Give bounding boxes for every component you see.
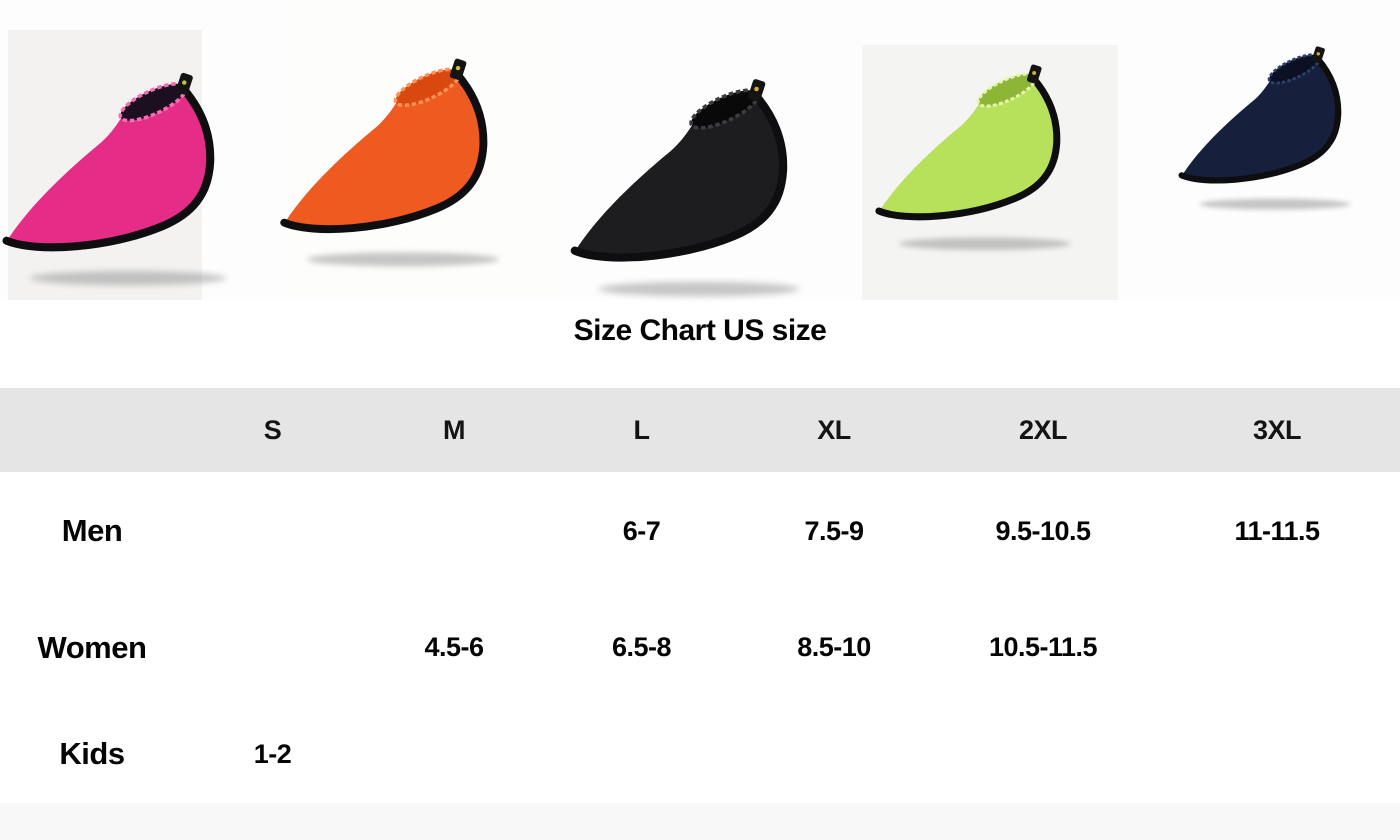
size-cell: 6.5-8 [611, 632, 672, 662]
product-photo-green [840, 0, 1120, 300]
size-cell: 7.5-9 [804, 515, 864, 546]
size-row-men: Men 6-7 7.5-9 9.5-10.5 11-11.5 [0, 472, 1400, 590]
size-chart-header-row: S M L XL 2XL 3XL [0, 388, 1400, 472]
column-header-3xl: 3XL [1252, 414, 1302, 445]
water-shoe-black-image [570, 79, 800, 297]
size-chart-title-band: Size Chart US size [0, 300, 1400, 388]
row-label-women: Women [37, 629, 147, 665]
size-cell: 4.5-6 [424, 632, 484, 662]
size-row-women: Women 4.5-6 6.5-8 8.5-10 10.5-11.5 [0, 590, 1400, 705]
size-cell: 10.5-11.5 [988, 632, 1098, 662]
product-photo-navy [1120, 0, 1400, 300]
product-photo-pink [0, 0, 280, 300]
row-label-kids: Kids [59, 736, 125, 771]
size-chart-title: Size Chart US size [573, 314, 827, 347]
size-cell: 9.5-10.5 [995, 515, 1091, 546]
row-label-men: Men [61, 513, 123, 548]
column-header-l: L [633, 414, 651, 445]
size-cell: 6-7 [622, 515, 661, 546]
water-shoe-green-image [875, 64, 1071, 250]
column-header-2xl: 2XL [1018, 414, 1068, 445]
column-header-m: M [443, 414, 466, 445]
size-cell: 1-2 [253, 738, 292, 769]
water-shoe-pink-image [2, 72, 227, 286]
product-photo-orange [280, 0, 560, 300]
size-cell: 8.5-10 [797, 632, 871, 662]
product-photos-row [0, 0, 1400, 300]
size-row-kids: Kids 1-2 [0, 705, 1400, 803]
water-shoe-orange-image [280, 58, 500, 267]
bottom-strip [0, 803, 1400, 840]
column-header-xl: XL [817, 414, 851, 445]
water-shoe-navy-image [1178, 46, 1351, 210]
size-cell: 11-11.5 [1234, 515, 1320, 546]
product-photo-black [560, 0, 840, 300]
column-header-s: S [263, 414, 282, 445]
